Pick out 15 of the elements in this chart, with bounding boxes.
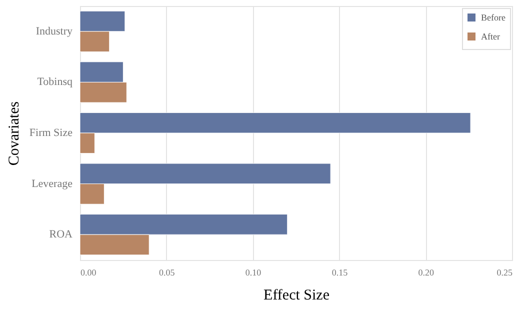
y-tick-label: Leverage [32,178,73,190]
y-axis-title: Covariates [6,101,22,166]
legend-label: After [481,32,500,42]
x-axis-title: Effect Size [264,288,330,304]
x-tick-label: 0.25 [496,268,513,278]
x-tick-label: 0.05 [159,268,176,278]
legend-label: Before [481,12,506,22]
y-tick-label: Industry [36,25,73,38]
x-tick-label: 0.00 [80,268,97,278]
y-tick-label: ROA [49,228,73,241]
x-tick-label: 0.15 [332,268,348,278]
x-tick-label: 0.10 [245,268,262,278]
y-tick-label: Tobinsq [37,76,73,88]
x-tick-label: 0.20 [418,268,434,278]
y-tick-label: Firm Size [29,127,73,139]
